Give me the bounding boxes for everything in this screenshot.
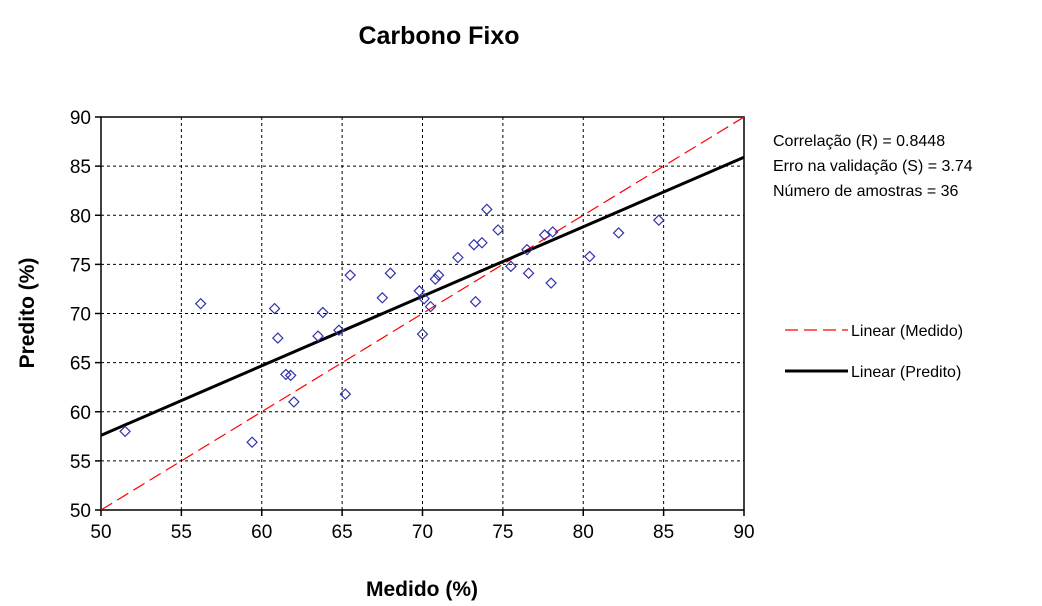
y-tick-label: 55 <box>70 452 91 473</box>
x-tick-label: 55 <box>171 522 192 543</box>
data-point <box>652 214 665 227</box>
data-point <box>522 267 535 280</box>
y-tick-label: 70 <box>70 305 91 326</box>
y-tick-label: 80 <box>70 206 91 227</box>
data-point <box>538 229 551 241</box>
trend-line-medido <box>101 117 744 510</box>
data-point <box>119 425 131 438</box>
x-tick-label: 50 <box>90 522 111 543</box>
data-point <box>429 273 442 285</box>
legend: Linear (Medido) Linear (Predito) <box>785 323 963 381</box>
data-point <box>344 269 357 282</box>
data-point <box>416 328 429 340</box>
data-point <box>476 236 488 249</box>
data-point <box>612 227 625 239</box>
legend-label-predito: Linear (Predito) <box>851 364 961 381</box>
data-point <box>452 251 464 264</box>
y-tick-label: 85 <box>70 157 91 178</box>
y-tick-label: 90 <box>70 108 91 129</box>
data-point <box>505 260 517 273</box>
y-axis-label: Predito (%) <box>16 258 39 369</box>
x-tick-label: 70 <box>412 522 433 543</box>
data-point <box>480 203 493 216</box>
x-axis-ticks: 50 55 60 65 70 75 80 85 90 <box>90 510 755 543</box>
data-point <box>246 436 258 449</box>
data-point <box>312 330 324 342</box>
data-point <box>280 368 292 381</box>
trend-line-predito <box>101 155 744 437</box>
data-point <box>583 250 596 263</box>
trend-lines <box>101 117 744 510</box>
data-point <box>413 285 426 297</box>
data-points <box>119 203 665 449</box>
y-axis-ticks: 50 55 60 65 70 75 80 85 90 <box>70 108 101 522</box>
legend-item-predito: Linear (Predito) <box>785 364 961 381</box>
stat-validation-error: Erro na validação (S) = 3.74 <box>773 158 973 175</box>
data-point <box>432 269 445 282</box>
y-tick-label: 60 <box>70 403 91 424</box>
stat-sample-count: Número de amostras = 36 <box>773 183 959 200</box>
statistics-block: Correlação (R) = 0.8448 Erro na validaçã… <box>773 133 973 200</box>
data-point <box>268 302 281 315</box>
x-tick-label: 90 <box>733 522 754 543</box>
x-axis-label: Medido (%) <box>366 578 478 601</box>
x-tick-label: 80 <box>573 522 594 543</box>
data-point <box>284 369 297 382</box>
data-point <box>546 226 559 238</box>
y-tick-label: 65 <box>70 354 91 375</box>
y-tick-label: 50 <box>70 501 91 522</box>
x-tick-label: 85 <box>653 522 674 543</box>
x-tick-label: 65 <box>332 522 353 543</box>
data-point <box>376 291 389 304</box>
data-point <box>316 306 329 319</box>
data-point <box>469 295 482 308</box>
data-point <box>418 292 430 305</box>
data-point <box>271 332 284 344</box>
data-point <box>288 396 300 408</box>
grid-lines <box>101 117 744 510</box>
data-point <box>545 277 557 289</box>
x-tick-label: 60 <box>251 522 272 543</box>
chart-title: Carbono Fixo <box>358 22 519 50</box>
data-point <box>384 267 397 280</box>
y-tick-label: 75 <box>70 255 91 276</box>
data-point <box>339 388 352 400</box>
legend-item-medido: Linear (Medido) <box>785 323 963 340</box>
stat-correlation: Correlação (R) = 0.8448 <box>773 133 945 150</box>
data-point <box>333 324 345 337</box>
legend-label-medido: Linear (Medido) <box>851 323 963 340</box>
data-point <box>492 224 504 236</box>
data-point <box>521 243 533 256</box>
data-point <box>194 297 207 310</box>
data-point <box>424 300 437 313</box>
x-tick-label: 75 <box>492 522 513 543</box>
